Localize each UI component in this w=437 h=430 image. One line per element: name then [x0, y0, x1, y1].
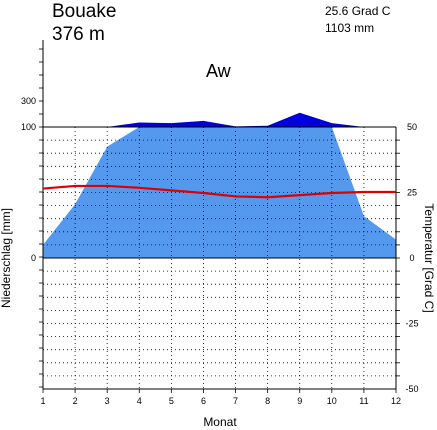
x-tick-label: 3	[105, 396, 110, 406]
x-tick-label: 9	[297, 396, 302, 406]
y-axis-left-label: Niederschlag [mm]	[0, 208, 13, 308]
x-tick-label: 11	[359, 396, 368, 406]
x-tick-label: 1	[40, 396, 45, 406]
station-elevation: 376 m	[52, 24, 105, 45]
station-name: Bouake	[52, 1, 116, 22]
x-tick-label: 2	[73, 396, 78, 406]
x-tick-label: 4	[137, 396, 142, 406]
y-right-tick-label: 0	[409, 253, 414, 263]
x-tick-label: 8	[265, 396, 270, 406]
y-left-tick-label: 100	[21, 122, 36, 132]
x-tick-label: 5	[169, 396, 174, 406]
climate-class: Aw	[206, 61, 232, 81]
annual-precipitation: 1103 mm	[325, 21, 374, 35]
y-right-tick-label: -25	[405, 319, 418, 329]
y-right-tick-label: 50	[407, 122, 417, 132]
x-tick-label: 6	[201, 396, 206, 406]
y-left-tick-label: 300	[21, 96, 36, 106]
x-axis-label: Monat	[203, 415, 237, 429]
y-right-tick-label: -50	[405, 384, 418, 394]
x-tick-label: 12	[391, 396, 401, 406]
y-axis-right-label: Temperatur [Grad C]	[422, 203, 436, 312]
x-tick-label: 10	[327, 396, 337, 406]
y-left-tick-label: 0	[31, 253, 36, 263]
precipitation-excess-area	[43, 112, 396, 127]
mean-temperature: 25.6 Grad C	[325, 4, 391, 18]
x-tick-label: 7	[233, 396, 238, 406]
y-right-tick-label: 25	[407, 188, 417, 198]
temperature-line	[42, 184, 396, 199]
